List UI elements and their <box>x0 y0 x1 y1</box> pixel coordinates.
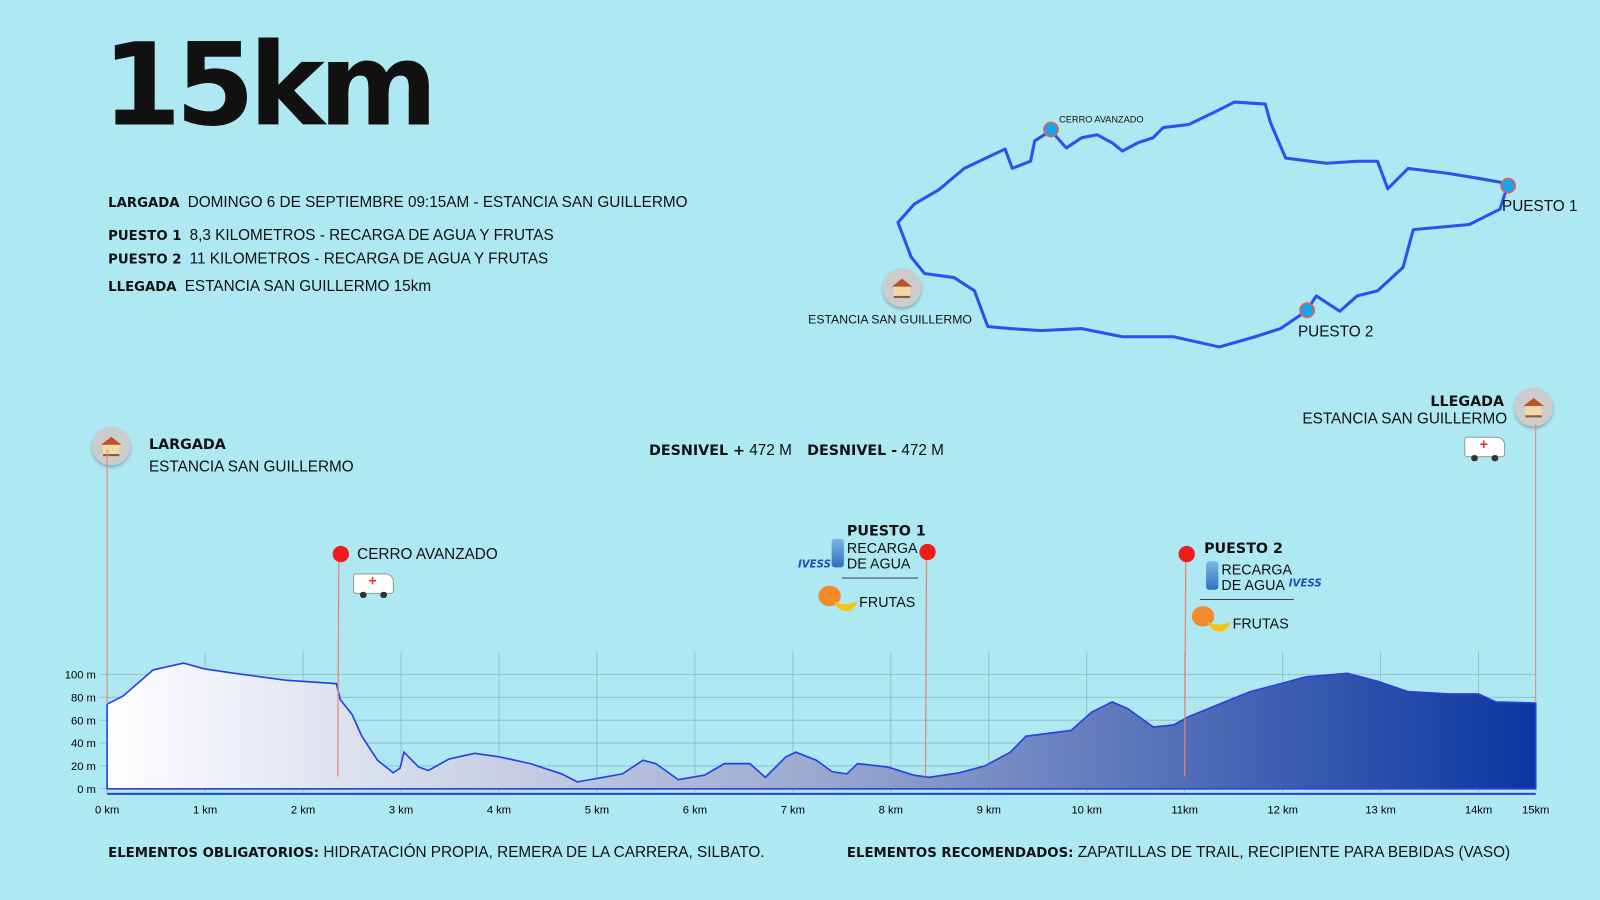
water-line2: DE AGUA <box>846 555 911 572</box>
info-label: LLEGADA <box>108 279 177 295</box>
x-tick-label: 11km <box>1171 804 1198 816</box>
info-label: LARGADA <box>108 195 180 212</box>
fruit-icon <box>818 582 859 612</box>
desnivel-negativo: DESNIVEL - 472 M <box>807 442 944 459</box>
x-tick-label: 0 km <box>95 804 119 816</box>
water-bottle-icon <box>1206 561 1219 590</box>
recommended-label: ELEMENTOS RECOMENDADOS: <box>846 845 1074 862</box>
finish-label: LLEGADA <box>1430 393 1505 411</box>
elevation-area <box>106 662 1537 790</box>
info-text: 11 KILOMETROS - RECARGA DE AGUA Y FRUTAS <box>189 249 549 268</box>
finish-house-icon <box>1514 387 1554 427</box>
start-house-icon <box>91 426 131 466</box>
recommended-text: ZAPATILLAS DE TRAIL, RECIPIENTE PARA BEB… <box>1077 843 1511 862</box>
map-point-puesto2 <box>1299 302 1316 319</box>
desnivel-label: DESNIVEL - <box>807 442 898 460</box>
mandatory-items: ELEMENTOS OBLIGATORIOS: HIDRATACIÓN PROP… <box>108 844 764 861</box>
map-point-cerro <box>1043 121 1059 138</box>
x-tick-label: 4 km <box>487 804 511 816</box>
route-line <box>896 100 1510 349</box>
mandatory-label: ELEMENTOS OBLIGATORIOS: <box>108 845 320 862</box>
x-tick-label: 8 km <box>879 804 903 816</box>
ambulance-icon <box>1464 436 1506 462</box>
info-puesto2: PUESTO 2 11 KILOMETROS - RECARGA DE AGUA … <box>108 250 548 267</box>
divider <box>1199 598 1294 600</box>
desnivel-positivo: DESNIVEL + 472 M <box>649 442 792 459</box>
puesto2-title: PUESTO 2 <box>1204 540 1283 558</box>
x-tick-label: 14km <box>1465 804 1492 816</box>
y-tick-label: 20 m <box>71 761 96 773</box>
desnivel-value: 472 M <box>749 441 792 460</box>
info-puesto1: PUESTO 1 8,3 KILOMETROS - RECARGA DE AGUA… <box>108 227 554 244</box>
marker-line <box>1184 562 1187 777</box>
x-tick-label: 12 km <box>1267 804 1298 816</box>
divider <box>841 577 919 579</box>
x-tick-label: 10 km <box>1071 804 1102 816</box>
recommended-items: ELEMENTOS RECOMENDADOS: ZAPATILLAS DE TR… <box>847 844 1510 861</box>
info-llegada: LLEGADA ESTANCIA SAN GUILLERMO 15km <box>108 278 431 295</box>
start-place: ESTANCIA SAN GUILLERMO <box>148 458 354 476</box>
info-text: DOMINGO 6 DE SEPTIEMBRE 09:15AM - ESTANC… <box>187 193 688 212</box>
marker-line <box>924 560 928 777</box>
x-tick-label: 6 km <box>683 804 707 816</box>
puesto1-water: RECARGA DE AGUA <box>846 539 918 572</box>
desnivel-value: 472 M <box>901 441 944 460</box>
finish-place: ESTANCIA SAN GUILLERMO <box>1302 410 1508 428</box>
water-bottle-icon <box>831 538 844 568</box>
cerro-marker-dot <box>332 545 349 563</box>
info-text: ESTANCIA SAN GUILLERMO 15km <box>184 277 432 295</box>
distance-title: 15km <box>102 19 438 153</box>
ambulance-icon <box>353 572 394 598</box>
puesto2-fruit: FRUTAS <box>1232 615 1289 632</box>
x-tick-label: 9 km <box>977 804 1001 816</box>
map-point-puesto1 <box>1500 177 1517 194</box>
x-tick-label: 2 km <box>291 804 315 816</box>
puesto1-marker-dot <box>919 543 936 561</box>
cerro-label: CERRO AVANZADO <box>357 545 498 564</box>
info-label: PUESTO 2 <box>108 252 182 268</box>
route-map <box>896 100 1517 349</box>
x-tick-label: 13 km <box>1365 804 1396 816</box>
y-tick-label: 100 m <box>65 670 96 682</box>
puesto1-title: PUESTO 1 <box>846 523 926 540</box>
map-label-puesto1: PUESTO 1 <box>1502 197 1578 216</box>
y-tick-label: 0 m <box>77 784 96 796</box>
info-largada: LARGADA DOMINGO 6 DE SEPTIEMBRE 09:15AM -… <box>108 194 687 211</box>
ivess-logo: IVESS <box>797 559 831 571</box>
puesto2-water: RECARGA DE AGUA <box>1221 562 1292 593</box>
info-text: 8,3 KILOMETROS - RECARGA DE AGUA Y FRUTA… <box>189 226 554 244</box>
map-label-puesto2: PUESTO 2 <box>1297 323 1374 341</box>
marker-line <box>337 562 340 777</box>
x-tick-label: 5 km <box>585 804 609 816</box>
x-tick-label: 15km <box>1522 804 1549 816</box>
y-tick-label: 60 m <box>71 715 96 727</box>
start-label: LARGADA <box>148 436 226 454</box>
puesto1-fruit: FRUTAS <box>859 593 916 611</box>
ivess-logo: IVESS <box>1288 578 1322 590</box>
desnivel-label: DESNIVEL + <box>648 442 746 460</box>
x-tick-label: 1 km <box>193 804 217 816</box>
water-line1: RECARGA <box>846 539 918 557</box>
fruit-icon <box>1191 602 1233 632</box>
x-tick-label: 3 km <box>389 804 413 816</box>
puesto2-marker-dot <box>1178 545 1195 563</box>
y-tick-label: 80 m <box>71 692 96 704</box>
map-house-icon <box>882 268 922 308</box>
water-line2: DE AGUA <box>1221 576 1285 593</box>
y-tick-label: 40 m <box>71 738 96 750</box>
mandatory-text: HIDRATACIÓN PROPIA, REMERA DE LA CARRERA… <box>323 843 765 862</box>
map-label-estancia: ESTANCIA SAN GUILLERMO <box>808 312 972 327</box>
x-tick-label: 7 km <box>781 804 805 816</box>
water-line1: RECARGA <box>1221 561 1293 578</box>
elevation-chart: 0 m 20 m 40 m 60 m 80 m 100 m 0 km 1 km 2 km 3 km… <box>65 423 1549 816</box>
info-label: PUESTO 1 <box>108 228 182 244</box>
map-label-cerro: CERRO AVANZADO <box>1059 114 1144 125</box>
